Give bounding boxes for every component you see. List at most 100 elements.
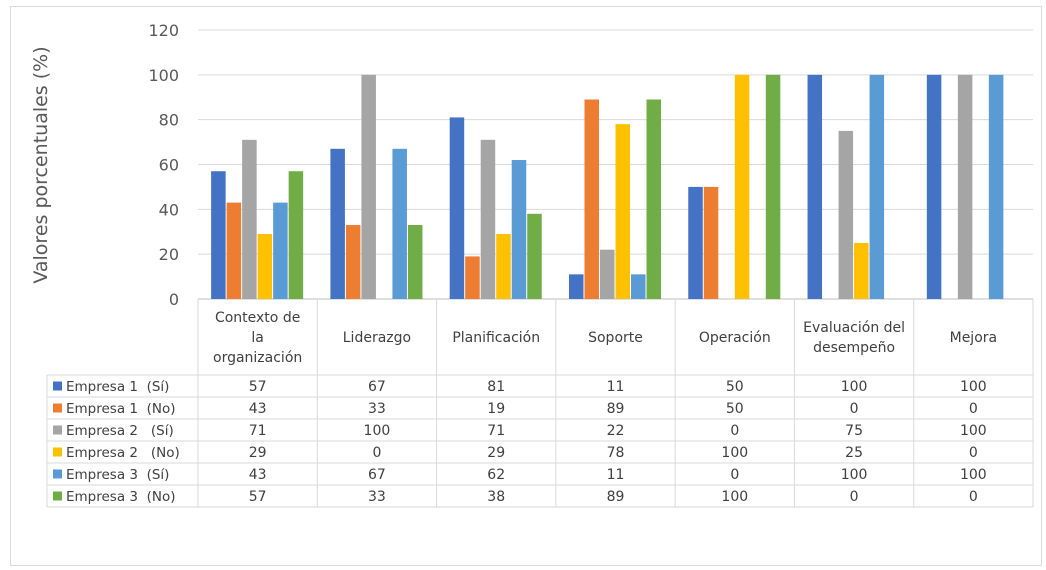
y-tick-label: 20 <box>159 245 179 264</box>
table-cell: 11 <box>607 467 625 483</box>
bar <box>257 233 273 299</box>
table-cell: 0 <box>969 445 978 461</box>
y-axis-ticks: 0 20 40 60 80 100 120 <box>148 21 179 309</box>
legend-swatch <box>53 447 62 457</box>
table-cell: 11 <box>607 379 625 395</box>
table-cell: 22 <box>607 423 625 439</box>
bar <box>288 171 304 299</box>
bar <box>345 225 361 299</box>
bar <box>646 99 662 299</box>
bar <box>211 171 226 299</box>
table-cell: 100 <box>841 379 868 395</box>
table-cell: 67 <box>368 379 386 395</box>
table-cell: 81 <box>487 379 505 395</box>
table-cell: 43 <box>249 401 267 417</box>
bar <box>988 74 1004 299</box>
table-cell: 78 <box>607 445 625 461</box>
bar <box>854 242 869 299</box>
table-cell: 50 <box>726 401 744 417</box>
bar <box>926 74 942 299</box>
bar <box>407 225 423 299</box>
bar <box>392 148 407 299</box>
bar <box>496 233 511 299</box>
table-cell: 62 <box>487 467 505 483</box>
chart-frame: Valores porcentuales (%) 0 20 40 60 80 100 120… <box>10 6 1042 566</box>
bar <box>688 186 703 299</box>
bar <box>869 74 885 299</box>
y-tick-label: 0 <box>169 290 179 309</box>
bar <box>838 130 854 299</box>
table-cell: 100 <box>960 467 987 483</box>
legend-swatch <box>53 381 62 391</box>
category-label: Soporte <box>588 330 643 346</box>
bar <box>568 274 584 299</box>
bar <box>527 213 542 299</box>
category-label: Liderazgo <box>343 330 411 346</box>
bar <box>449 117 465 299</box>
legend-label: Empresa 2 (No) <box>66 445 180 461</box>
category-label: la <box>251 330 263 346</box>
legend-swatch <box>53 403 62 413</box>
bar <box>599 249 615 299</box>
table-cell: 29 <box>487 445 505 461</box>
table-cell: 57 <box>249 489 267 505</box>
legend-label: Empresa 1 (No) <box>66 401 175 417</box>
table-cell: 57 <box>249 379 267 395</box>
bar <box>480 139 496 299</box>
y-tick-label: 100 <box>148 66 179 85</box>
table-cell: 100 <box>841 467 868 483</box>
category-label: Planificación <box>452 330 540 346</box>
data-table: Contexto de la organización Liderazgo Planif… <box>46 299 1034 508</box>
legend-label: Empresa 2 (Sí) <box>66 423 174 439</box>
table-cell: 33 <box>368 401 386 417</box>
legend-label: Empresa 3 (Sí) <box>66 467 169 483</box>
y-tick-label: 60 <box>159 156 179 175</box>
table-cell: 0 <box>730 467 739 483</box>
bar <box>226 202 242 299</box>
table-cell: 100 <box>960 379 987 395</box>
y-tick-label: 40 <box>159 200 179 219</box>
category-label: Mejora <box>950 330 997 346</box>
table-cell: 100 <box>960 423 987 439</box>
bar <box>734 74 750 299</box>
table-cell: 0 <box>372 445 381 461</box>
bar <box>242 139 257 299</box>
bar <box>615 124 631 300</box>
table-cell: 33 <box>368 489 386 505</box>
bars <box>211 74 1004 300</box>
legend-label: Empresa 3 (No) <box>66 489 175 505</box>
legend-swatch <box>53 491 62 501</box>
chart: Valores porcentuales (%) 0 20 40 60 80 100 120… <box>30 21 1034 508</box>
bar <box>511 160 527 299</box>
bar <box>765 74 781 299</box>
table-cell: 71 <box>249 423 267 439</box>
bar <box>957 74 973 299</box>
bar <box>273 202 288 299</box>
table-cell: 100 <box>364 423 391 439</box>
table-cell: 43 <box>249 467 267 483</box>
bar <box>807 74 823 299</box>
bar <box>361 74 376 299</box>
y-axis-label: Valores porcentuales (%) <box>30 46 52 283</box>
table-cell: 25 <box>845 445 863 461</box>
legend-label: Empresa 1 (Sí) <box>66 379 169 395</box>
y-tick-label: 80 <box>159 111 179 130</box>
category-label: Operación <box>699 330 771 346</box>
table-cell: 89 <box>607 401 625 417</box>
legend-swatch <box>53 425 62 435</box>
table-cell: 89 <box>607 489 625 505</box>
legend-swatch <box>53 469 62 479</box>
bar <box>330 148 345 299</box>
category-label: desempeño <box>813 340 895 356</box>
table-cell: 0 <box>969 489 978 505</box>
bar <box>703 186 719 299</box>
table-cell: 0 <box>850 489 859 505</box>
table-cell: 0 <box>850 401 859 417</box>
table-cell: 0 <box>730 423 739 439</box>
category-label: organización <box>213 350 302 366</box>
bar <box>631 274 646 299</box>
table-cell: 38 <box>487 489 505 505</box>
table-cell: 67 <box>368 467 386 483</box>
table-cell: 100 <box>721 489 748 505</box>
table-cell: 100 <box>721 445 748 461</box>
